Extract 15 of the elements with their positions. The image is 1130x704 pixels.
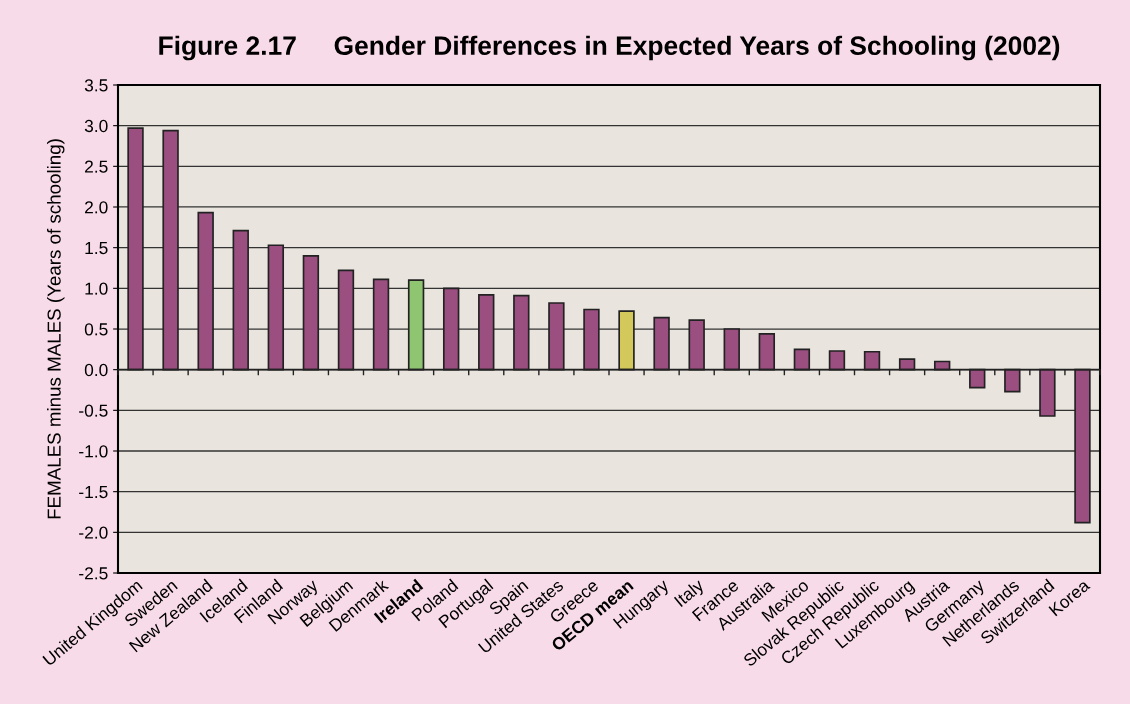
y-tick-label: -1.0 — [79, 445, 108, 458]
y-tick-label: 2.0 — [85, 201, 108, 214]
y-tick-label: 3.0 — [84, 119, 108, 133]
y-tick-label: -0.5 — [79, 404, 108, 417]
y-tick-label: -2.0 — [79, 526, 108, 539]
y-axis-title: FEMALES minus MALES (Years of schooling) — [47, 139, 65, 519]
y-tick-label: 0.0 — [84, 363, 108, 377]
y-tick-label: 1.5 — [85, 242, 108, 255]
y-tick-label: 3.5 — [84, 79, 108, 92]
y-tick-label: 0.5 — [84, 323, 108, 336]
y-tick-label: 2.5 — [85, 160, 108, 173]
y-tick-label: -1.5 — [79, 486, 108, 499]
y-tick-label: -2.5 — [79, 567, 108, 580]
y-tick-label: 1.0 — [85, 282, 108, 295]
chart-title: Figure 2.17 Gender Differences in Expected Years of Schooling (2002) — [159, 35, 1060, 61]
